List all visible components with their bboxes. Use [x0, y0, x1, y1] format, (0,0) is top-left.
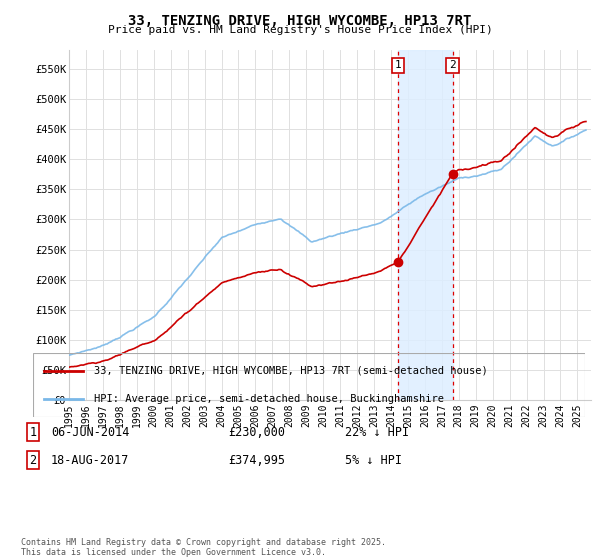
Text: £374,995: £374,995	[228, 454, 285, 467]
Text: 18-AUG-2017: 18-AUG-2017	[51, 454, 130, 467]
Text: 2: 2	[449, 60, 456, 71]
Text: HPI: Average price, semi-detached house, Buckinghamshire: HPI: Average price, semi-detached house,…	[94, 394, 444, 404]
Bar	[398, 50, 452, 400]
Text: Price paid vs. HM Land Registry's House Price Index (HPI): Price paid vs. HM Land Registry's House …	[107, 25, 493, 35]
Text: 1: 1	[395, 60, 401, 71]
Text: 2: 2	[29, 454, 37, 467]
Text: 33, TENZING DRIVE, HIGH WYCOMBE, HP13 7RT: 33, TENZING DRIVE, HIGH WYCOMBE, HP13 7R…	[128, 14, 472, 28]
Text: 33, TENZING DRIVE, HIGH WYCOMBE, HP13 7RT (semi-detached house): 33, TENZING DRIVE, HIGH WYCOMBE, HP13 7R…	[94, 366, 487, 376]
Text: 1: 1	[29, 426, 37, 439]
Text: 5% ↓ HPI: 5% ↓ HPI	[345, 454, 402, 467]
Text: 22% ↓ HPI: 22% ↓ HPI	[345, 426, 409, 439]
Text: Contains HM Land Registry data © Crown copyright and database right 2025.
This d: Contains HM Land Registry data © Crown c…	[21, 538, 386, 557]
Text: 06-JUN-2014: 06-JUN-2014	[51, 426, 130, 439]
Text: £230,000: £230,000	[228, 426, 285, 439]
